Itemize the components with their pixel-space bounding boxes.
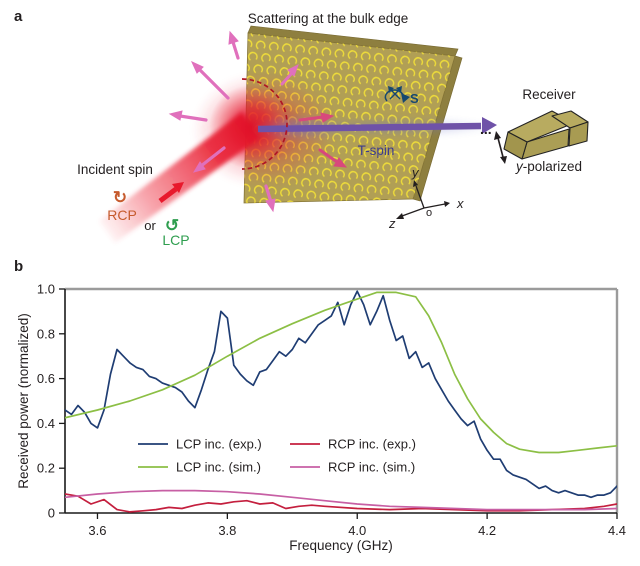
spin-cross-arrow-head <box>396 86 402 93</box>
polarization-arrow-shaft <box>497 137 504 158</box>
series-line-lcp-inc-sim <box>65 291 617 454</box>
x-tick-label: 4.4 <box>608 523 626 538</box>
chart: 0 0.2 0.4 0.6 0.8 1.0 3.6 3.8 4.0 4.2 4.4 Received … <box>16 282 626 554</box>
scatter-arrow <box>298 115 325 122</box>
x-tick-label: 3.6 <box>88 523 106 538</box>
scatter-arrow <box>199 146 226 168</box>
scatter-arrow-head <box>190 60 204 74</box>
panel-a-letter: a <box>14 8 23 25</box>
waveguide-front-face <box>568 121 589 147</box>
receiver-label: Receiver <box>522 87 576 102</box>
spin-circle-arrow-head <box>401 93 410 103</box>
z-axis-arrow-head <box>396 213 404 219</box>
x-axis-arrow-head <box>444 201 450 207</box>
y-tick-label: 1.0 <box>37 282 55 297</box>
legend-label-lcp-inc-sim: LCP inc. (sim.) <box>176 460 261 475</box>
scatter-arrow <box>231 40 240 60</box>
legend-label-lcp-inc-exp: LCP inc. (exp.) <box>176 437 262 452</box>
lcp-label: LCP <box>162 232 189 248</box>
y-tick-label: 0.6 <box>37 371 55 386</box>
origin-label: o <box>426 207 432 219</box>
scatter-arrow-head <box>228 30 239 45</box>
spin-cross-arrow-head <box>388 86 394 93</box>
x-axis-label: x <box>456 196 464 211</box>
t-spin-arrow-shaft <box>257 122 482 133</box>
ellipsis-label: ... <box>480 121 492 137</box>
scatter-arrows <box>168 30 348 213</box>
y-polarized-label: y-polarized <box>515 159 582 174</box>
legend-label-rcp-inc-exp: RCP inc. (exp.) <box>328 437 416 452</box>
incident-spin-label: Incident spin <box>77 162 153 177</box>
panel-b-letter: b <box>14 258 23 275</box>
scatter-arrow-head <box>333 157 348 168</box>
polarization-arrow-head-down <box>500 156 507 164</box>
rcp-label: RCP <box>107 207 137 223</box>
polarization-arrow-head-up <box>494 131 501 140</box>
scatter-arrow-head <box>265 198 276 213</box>
incident-arrow-head <box>172 182 184 193</box>
coordinate-axes <box>396 180 450 219</box>
y-tick-label: 0 <box>48 506 55 521</box>
scattering-arc <box>241 78 288 170</box>
beam-contact-glow <box>209 85 293 169</box>
scatter-arrow <box>280 71 294 86</box>
scatter-arrow-head <box>320 112 335 123</box>
y-axis-title: Received power (normalized) <box>16 313 31 489</box>
incident-beam <box>99 85 293 243</box>
z-axis-line <box>401 207 425 217</box>
y-tick-label: 0.8 <box>37 326 55 341</box>
y-axis-label: y <box>411 165 420 180</box>
series-line-lcp-inc-exp <box>65 290 617 499</box>
series-line-rcp-inc-exp <box>65 493 617 513</box>
y-tick-label: 0.4 <box>37 416 55 431</box>
x-tick-label: 3.8 <box>218 523 236 538</box>
rcp-spin-icon: ↻ <box>113 188 127 207</box>
scatter-arrow <box>264 184 273 204</box>
x-axis-title: Frequency (GHz) <box>289 538 393 553</box>
polarization-arrow <box>494 131 507 164</box>
spin-cross-arrow <box>389 88 401 100</box>
t-spin-arrow-head <box>482 117 497 134</box>
scatter-arrow <box>318 148 339 164</box>
spin-label: S <box>410 91 419 106</box>
z-axis-label: z <box>388 216 396 231</box>
panel-b: b 0 0.2 0.4 0.6 0.8 1.0 3.6 3.8 4.0 4.2 4.4 Receive… <box>14 258 626 553</box>
or-label: or <box>144 218 156 233</box>
panel-a: a Scattering at the bulk edge <box>14 8 589 248</box>
y-tick-label: 0.2 <box>37 461 55 476</box>
t-spin-label: T-spin <box>358 143 395 158</box>
receiver-horn <box>503 110 589 160</box>
incident-arrow-shaft <box>158 187 178 203</box>
y-axis-line <box>415 185 425 209</box>
x-tick-label: 4.0 <box>348 523 366 538</box>
scatter-arrow-head <box>192 161 206 173</box>
scatter-arrow-head <box>168 110 183 121</box>
lcp-spin-icon: ↺ <box>165 216 179 235</box>
x-axis-line <box>423 203 446 209</box>
y-axis-arrow-head <box>413 180 418 187</box>
horn-mouth-face <box>503 131 528 160</box>
scatter-arrow <box>198 68 230 100</box>
x-tick-label: 4.2 <box>478 523 496 538</box>
panel-a-title: Scattering at the bulk edge <box>248 11 409 26</box>
legend-label-rcp-inc-sim: RCP inc. (sim.) <box>328 460 415 475</box>
series-line-rcp-inc-sim <box>65 489 617 511</box>
incident-arrow <box>158 182 184 203</box>
y-polarized-rest: -polarized <box>523 159 582 174</box>
scatter-arrow-head <box>287 63 299 77</box>
spin-icon <box>384 86 410 103</box>
scatter-arrow <box>178 114 208 122</box>
y-polarized-italic: y <box>515 159 524 174</box>
